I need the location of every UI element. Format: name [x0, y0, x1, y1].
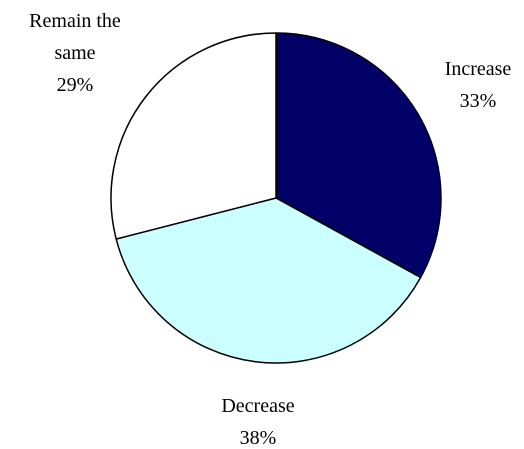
slice-percent-increase: 33% [460, 90, 497, 112]
slices-layer [110, 32, 442, 364]
slice-label-remain-the-same: same [54, 42, 95, 64]
slice-percent-decrease: 38% [240, 427, 277, 449]
slice-label-increase: Increase [445, 58, 512, 80]
labels-layer: Increase 33% Decrease 38% Remain the same 29% [29, 10, 511, 449]
pie-slice-decrease [115, 197, 422, 364]
pie-slice-remain-the-same [110, 32, 277, 240]
pie-slice-increase [275, 32, 442, 279]
slice-label-remain-the-same: Remain the [29, 10, 121, 32]
slice-label-decrease: Decrease [221, 395, 294, 417]
slice-percent-remain-the-same: 29% [57, 74, 94, 96]
